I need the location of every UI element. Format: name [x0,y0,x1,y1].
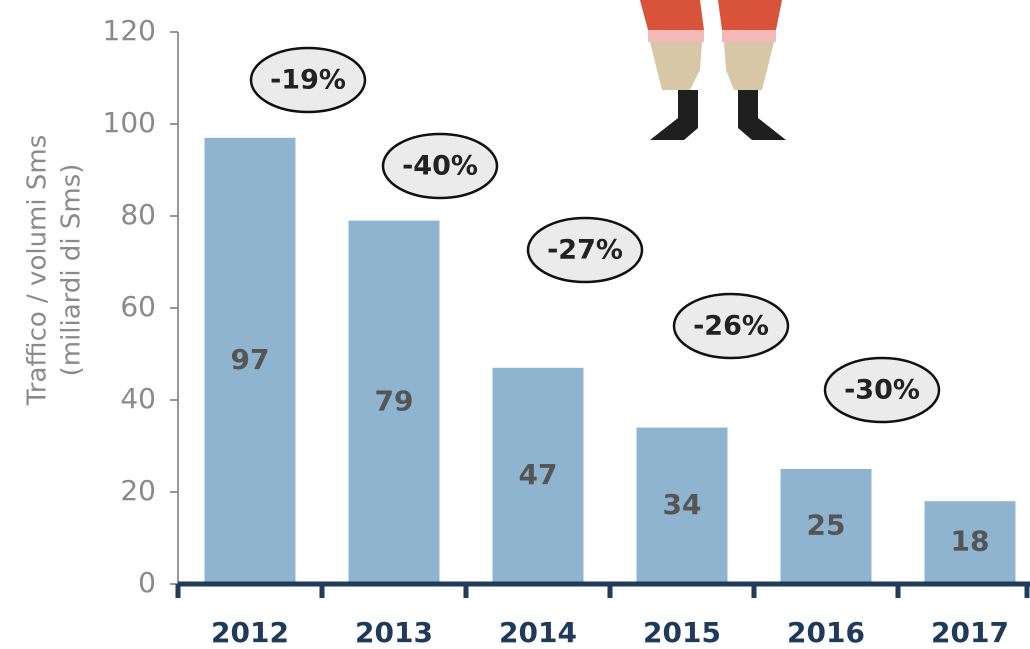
y-tick-label: 120 [103,14,156,47]
change-bubble [823,356,941,424]
x-tick-label: 2016 [787,616,865,649]
bar [924,501,1016,584]
x-tick-label: 2012 [211,616,289,649]
x-tick-label: 2017 [931,616,1009,649]
cartoon-legs [640,0,786,140]
y-tick-label: 60 [120,290,156,323]
change-label: -26% [693,311,769,342]
change-label: -40% [402,151,478,182]
change-bubble [249,46,367,114]
value-label: 79 [375,384,414,417]
x-tick-label: 2014 [499,616,577,649]
y-tick-label: 0 [138,566,156,599]
x-tick-label: 2013 [355,616,433,649]
value-label: 47 [519,458,558,491]
change-label: -30% [844,375,920,406]
change-bubble [526,216,644,284]
y-axis-title: (miliardi di Sms) [57,164,87,377]
change-label: -27% [547,235,623,266]
value-label: 97 [231,343,270,376]
y-axis-title: Traffico / volumi Sms [23,135,53,407]
y-tick-label: 20 [120,474,156,507]
value-label: 25 [807,509,846,542]
y-tick-label: 40 [120,382,156,415]
bar [780,469,872,584]
x-tick-label: 2015 [643,616,721,649]
y-tick-label: 100 [103,106,156,139]
y-tick-label: 80 [120,198,156,231]
change-bubble [672,292,790,360]
value-label: 34 [663,488,702,521]
bar [492,367,584,584]
change-bubble [381,132,499,200]
change-label: -19% [270,65,346,96]
bar [348,220,440,584]
bar [204,137,296,585]
value-label: 18 [951,525,990,558]
bar [636,427,728,584]
